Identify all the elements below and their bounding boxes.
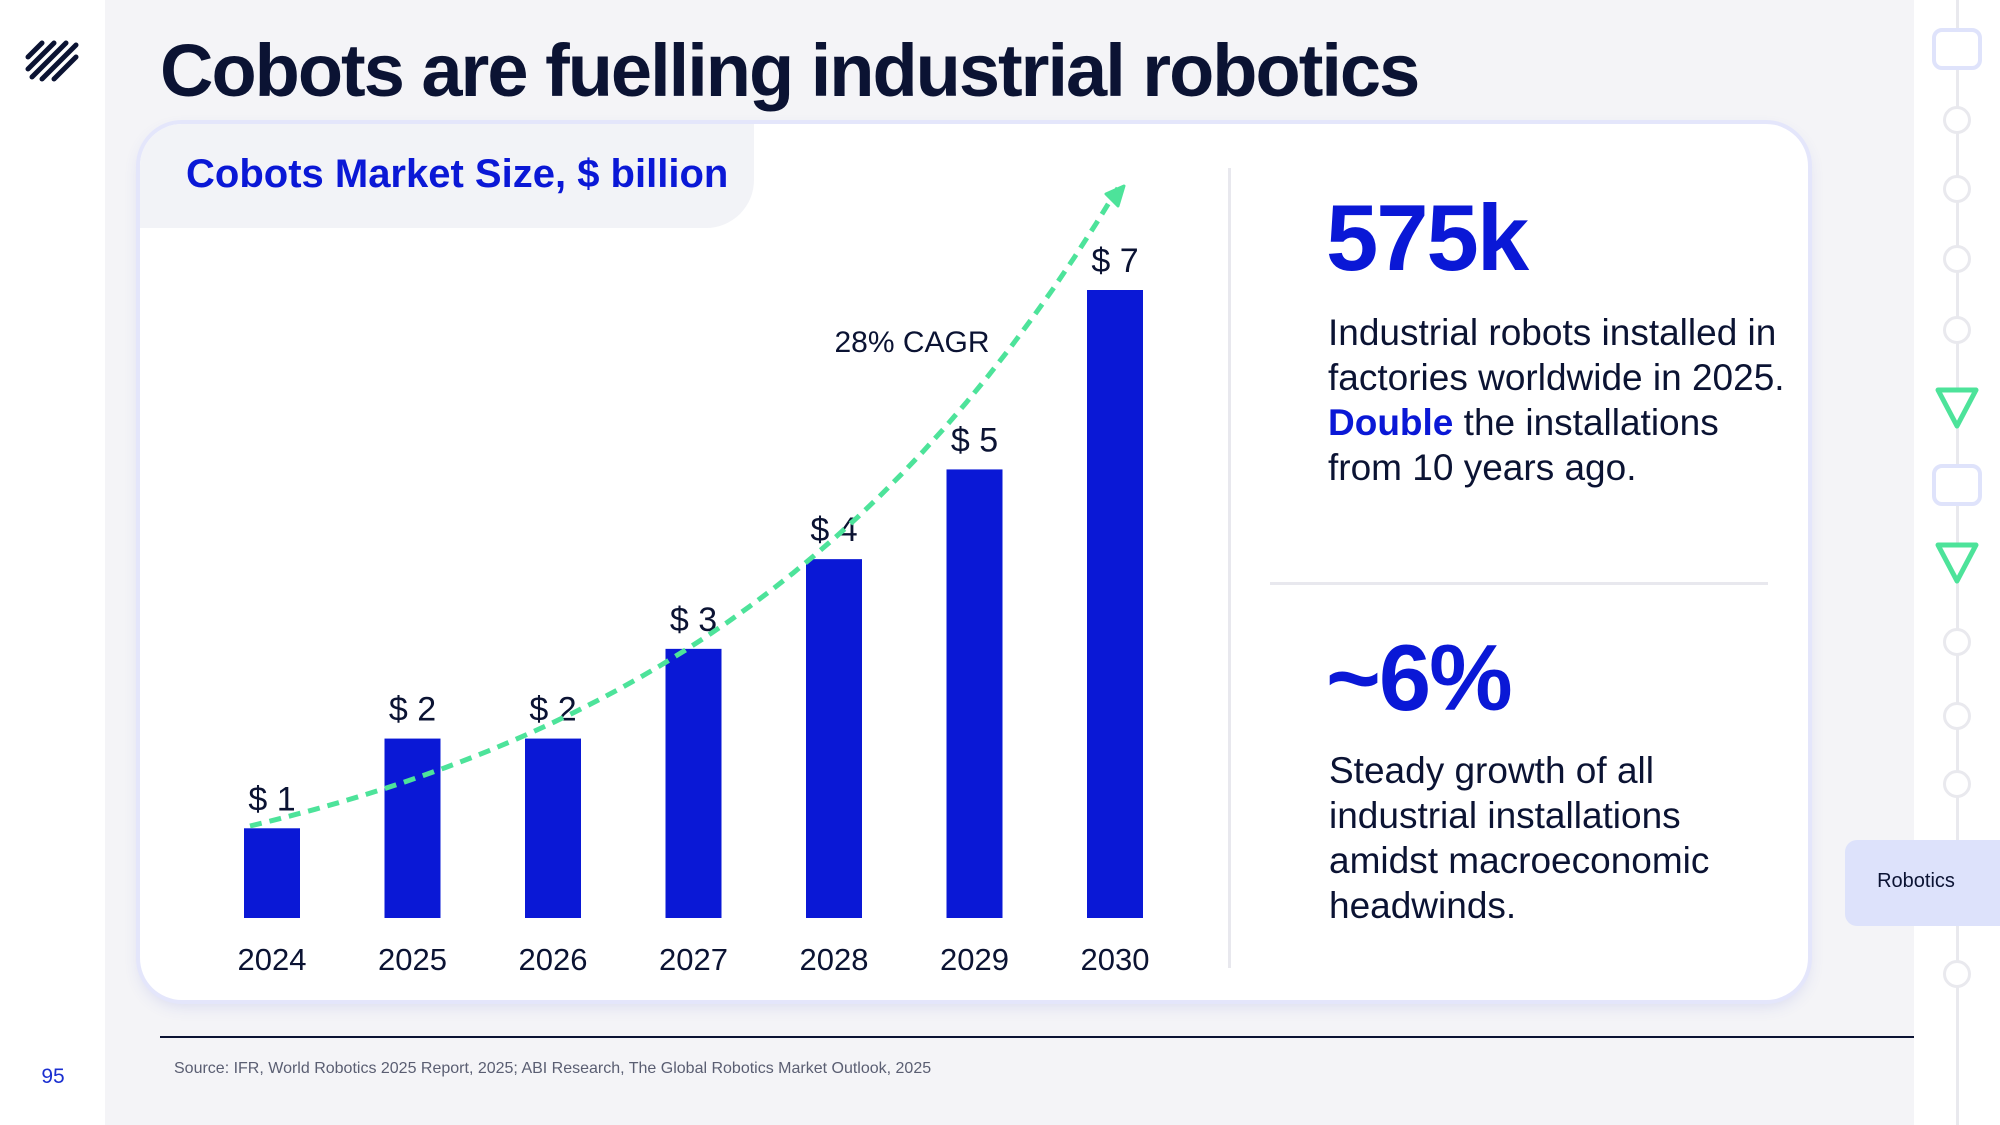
nav-triangle-icon[interactable] [1932, 384, 1982, 434]
x-tick-label-2029: 2029 [940, 942, 1009, 977]
cagr-annotation: 28% CAGR [834, 326, 989, 359]
stat-desc-highlight: Double [1328, 402, 1454, 443]
content-card: Cobots Market Size, $ billion $ 1 2024 $ 2… [140, 124, 1808, 1000]
nav-section-box[interactable] [1932, 28, 1982, 70]
chart-title: Cobots Market Size, $ billion [186, 152, 729, 196]
x-tick-label-2026: 2026 [519, 942, 588, 977]
bar-2028 [806, 559, 862, 918]
stat-desc-text: Industrial robots installed in factories… [1328, 312, 1785, 398]
slide-title: Cobots are fuelling industrial robotics [160, 29, 1420, 112]
bottom-rule [160, 1036, 1914, 1038]
nav-dot[interactable] [1943, 106, 1971, 134]
stat-value-growth: ~6% [1326, 625, 1513, 730]
bar-2030 [1087, 290, 1143, 918]
nav-dot[interactable] [1943, 960, 1971, 988]
nav-dot[interactable] [1943, 316, 1971, 344]
data-label-2025: $ 2 [389, 691, 436, 729]
data-label-2029: $ 5 [951, 421, 998, 459]
nav-dot[interactable] [1943, 702, 1971, 730]
nav-triangle-icon[interactable] [1932, 539, 1982, 589]
nav-dot[interactable] [1943, 245, 1971, 273]
bar-2025 [384, 738, 441, 918]
page-number: 95 [41, 1065, 65, 1088]
source-note: Source: IFR, World Robotics 2025 Report,… [174, 1060, 932, 1077]
nav-section-box[interactable] [1932, 464, 1982, 506]
left-rail: 95 [0, 0, 105, 1125]
chart-title-tab: Cobots Market Size, $ billion [140, 124, 754, 228]
trend-arrowhead-icon [1104, 184, 1126, 208]
nav-dot[interactable] [1943, 770, 1971, 798]
horizontal-divider [1270, 582, 1768, 585]
section-tab-label: Robotics [1877, 870, 1955, 892]
x-tick-label-2028: 2028 [800, 942, 869, 977]
logo-icon [25, 40, 79, 82]
bar-2029 [946, 469, 1003, 918]
section-tab-robotics[interactable]: Robotics [1845, 840, 2000, 926]
nav-dot[interactable] [1943, 628, 1971, 656]
stat-description-growth: Steady growth of all industrial installa… [1329, 750, 1710, 926]
cagr-trend-line [249, 186, 1121, 829]
x-tick-label-2027: 2027 [659, 942, 728, 977]
x-tick-label-2030: 2030 [1081, 942, 1150, 977]
data-label-2024: $ 1 [248, 780, 295, 818]
bar-2024 [244, 828, 300, 918]
stat-value-installations: 575k [1326, 185, 1529, 290]
x-tick-label-2025: 2025 [378, 942, 447, 977]
x-tick-label-2024: 2024 [238, 942, 307, 977]
data-label-2030: $ 7 [1091, 242, 1138, 280]
stat-description-installations: Industrial robots installed in factories… [1328, 310, 1788, 490]
vertical-divider [1228, 168, 1231, 968]
bar-2027 [665, 648, 722, 918]
data-label-2028: $ 4 [810, 511, 857, 549]
bar-2026 [525, 738, 581, 918]
stat-desc-text-end: the installations from 10 years ago. [1328, 402, 1719, 488]
nav-dot[interactable] [1943, 175, 1971, 203]
